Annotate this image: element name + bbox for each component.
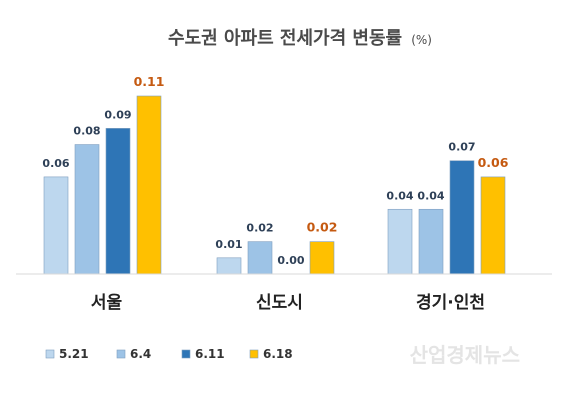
bar-서울-6.18 (136, 95, 162, 275)
bar-경기·인천-6.18 (480, 176, 506, 275)
legend-label-6.11: 6.11 (195, 347, 225, 361)
bar-신도시-5.21 (216, 257, 242, 275)
value-label-경기·인천-6.11: 0.07 (448, 141, 475, 154)
category-label-0: 서울 (91, 293, 123, 313)
bar-신도시-6.4 (247, 241, 273, 275)
value-label-신도시-6.11: 0.00 (277, 254, 304, 267)
legend-swatch-6.4 (116, 349, 126, 359)
bar-서울-5.21 (43, 176, 69, 275)
legend-swatch-6.18 (249, 349, 259, 359)
chart-title: 수도권 아파트 전세가격 변동률 (%) (168, 28, 432, 49)
watermark: 산업경제뉴스 (410, 343, 520, 367)
legend-label-6.18: 6.18 (263, 347, 293, 361)
value-label-경기·인천-6.4: 0.04 (417, 189, 444, 202)
legend-label-6.4: 6.4 (130, 347, 151, 361)
legend: 5.21 6.4 6.11 6.18 (45, 347, 293, 361)
bar-서울-6.11 (105, 128, 131, 275)
value-label-서울-6.18: 0.11 (134, 74, 165, 89)
value-label-경기·인천-5.21: 0.04 (386, 189, 413, 202)
category-labels: 서울 신도시 경기·인천 (91, 293, 485, 313)
value-label-서울-5.21: 0.06 (42, 157, 69, 170)
value-label-신도시-5.21: 0.01 (215, 238, 242, 251)
bars-group: 0.06 0.08 0.09 0.11 0.01 0.02 0.00 0.02 0.04 0.04… (42, 74, 509, 275)
value-label-신도시-6.18: 0.02 (307, 220, 338, 235)
bar-신도시-6.18 (309, 241, 335, 275)
value-label-신도시-6.4: 0.02 (246, 222, 273, 235)
category-label-2: 경기·인천 (416, 293, 485, 313)
category-label-1: 신도시 (256, 293, 303, 313)
legend-label-5.21: 5.21 (59, 347, 89, 361)
bar-서울-6.4 (74, 144, 100, 275)
bar-경기·인천-6.4 (418, 208, 444, 275)
value-label-경기·인천-6.18: 0.06 (478, 155, 509, 170)
legend-swatch-6.11 (181, 349, 191, 359)
bar-경기·인천-6.11 (449, 160, 475, 275)
value-label-서울-6.11: 0.09 (104, 108, 131, 121)
value-label-서울-6.4: 0.08 (73, 125, 100, 138)
legend-swatch-5.21 (45, 349, 55, 359)
bar-경기·인천-5.21 (387, 208, 413, 275)
